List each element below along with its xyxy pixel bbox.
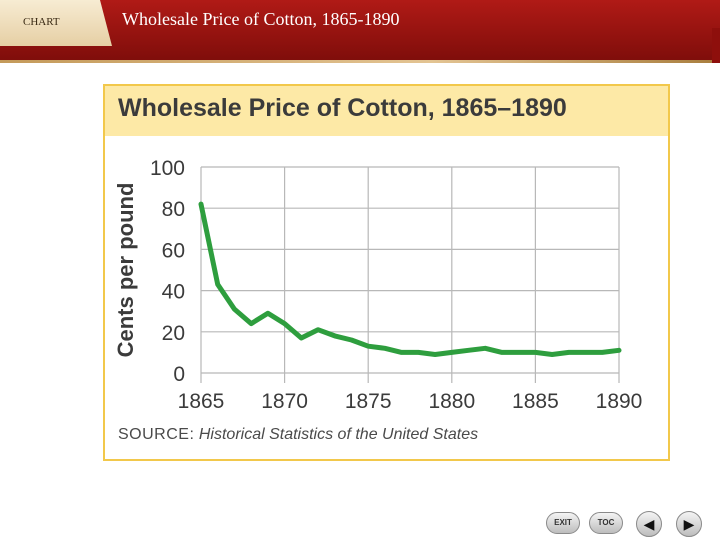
x-tick-label: 1890 <box>596 390 643 413</box>
exit-button[interactable]: EXIT <box>546 512 580 534</box>
y-tick-label: 0 <box>173 363 185 386</box>
chart-tab <box>0 0 112 46</box>
chart-panel: Wholesale Price of Cotton, 1865–1890 0 20… <box>103 84 670 461</box>
x-tick-label: 1865 <box>178 390 225 413</box>
next-icon[interactable]: ▶ <box>676 511 702 537</box>
y-tick-label: 40 <box>162 281 185 304</box>
slide-title: Wholesale Price of Cotton, 1865-1890 <box>122 9 400 29</box>
source-text: Historical Statistics of the United Stat… <box>198 426 479 443</box>
x-tick-label: 1885 <box>512 390 559 413</box>
cotton-price-chart: 0 20 40 60 80 100 1865 1870 1875 1880 1885 1890 Cen… <box>113 157 642 413</box>
chart-title-band: Wholesale Price of Cotton, 1865–1890 <box>105 86 668 136</box>
source-label: SOURCE: <box>118 426 195 443</box>
chart-tab-label: CHART <box>23 16 60 28</box>
x-tick-label: 1875 <box>345 390 392 413</box>
scrollbar[interactable] <box>712 28 720 63</box>
y-tick-label: 60 <box>162 239 185 262</box>
source-note: SOURCE: Historical Statistics of the Uni… <box>118 426 478 444</box>
header-divider <box>0 60 720 63</box>
previous-icon[interactable]: ◀ <box>636 511 662 537</box>
grid <box>200 166 620 383</box>
x-tick-label: 1880 <box>428 390 475 413</box>
y-tick-label: 100 <box>150 157 185 180</box>
chart-title: Wholesale Price of Cotton, 1865–1890 <box>118 94 567 122</box>
toc-button[interactable]: TOC <box>589 512 623 534</box>
x-tick-label: 1870 <box>261 390 308 413</box>
cotton-price-line <box>198 201 622 357</box>
y-tick-label: 80 <box>162 198 185 221</box>
series-line-group <box>198 201 622 357</box>
header-bar <box>0 0 720 63</box>
tick-labels: 0 20 40 60 80 100 1865 1870 1875 1880 1885 1890 <box>150 157 642 413</box>
y-axis-label: Cents per pound <box>113 183 138 358</box>
y-tick-label: 20 <box>162 322 185 345</box>
